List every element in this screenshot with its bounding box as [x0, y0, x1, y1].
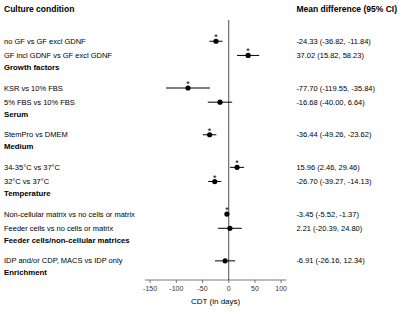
mean-point	[227, 226, 232, 231]
tick-label: 100	[275, 285, 287, 292]
row-label: StemPro vs DMEM	[4, 130, 68, 139]
tick-mark	[254, 280, 255, 283]
column-title: Culture condition	[4, 4, 74, 14]
ci-text: -77.70 (-119.55, -35.84)	[296, 84, 375, 93]
ci-text: -26.70 (-39.27, -14.13)	[296, 177, 372, 186]
tick-label: -100	[169, 285, 183, 292]
ci-text: -16.68 (-40.00, 6.64)	[296, 98, 365, 107]
row-label: 34-35°C vs 37°C	[4, 163, 61, 172]
significance-marker: *	[246, 46, 250, 56]
mean-point	[217, 100, 222, 105]
tick-mark	[176, 280, 177, 283]
significance-marker: *	[225, 205, 229, 215]
significance-marker: *	[213, 173, 217, 183]
row-label: 32°C vs 37°C	[4, 177, 50, 186]
axis-label: CDT (in days)	[191, 297, 241, 306]
significance-marker: *	[208, 126, 212, 136]
section-header: Medium	[4, 142, 34, 151]
x-axis: -150 -100 -50 0 50 100	[143, 280, 287, 292]
reference-line	[228, 20, 229, 280]
tick-mark	[281, 280, 282, 283]
mean-point	[223, 258, 228, 263]
forest-plot: Culture condition Mean difference (95% CI…	[0, 0, 401, 316]
tick-label: 50	[251, 285, 259, 292]
significance-marker: *	[235, 158, 239, 168]
row-label: GF incl GDNF vs GF excl GDNF	[4, 51, 112, 60]
row-label: KSR vs 10% FBS	[4, 84, 63, 93]
row-label: no GF vs GF excl GDNF	[4, 37, 86, 46]
tick-mark	[150, 280, 151, 283]
tick-mark	[228, 280, 229, 283]
tick-label: -50	[197, 285, 207, 292]
section-header: Feeder cells/non-cellular matrices	[4, 236, 130, 245]
row-label: 5% FBS vs 10% FBS	[4, 98, 75, 107]
tick-mark	[202, 280, 203, 283]
ci-text: -6.91 (-26.16, 12.34)	[296, 256, 365, 265]
section-header: Enrichment	[4, 268, 47, 277]
row-label: Feeder cells vs no cells or matrix	[4, 224, 113, 233]
row-label: Non-cellular matrix vs no cells or matri…	[4, 210, 135, 219]
section-header: Growth factors	[4, 63, 60, 72]
row-label: IDP and/or CDP, MACS vs IDP only	[4, 256, 123, 265]
plot-area	[166, 20, 259, 280]
axis-line	[145, 280, 287, 281]
ci-text: -3.45 (-5.52, -1.37)	[296, 210, 359, 219]
tick-label: -150	[143, 285, 157, 292]
section-header: Temperature	[4, 189, 51, 198]
significance-marker: *	[214, 32, 218, 42]
ci-text: 15.96 (2.46, 29.46)	[296, 163, 360, 172]
section-header: Serum	[4, 110, 28, 119]
column-title: Mean difference (95% CI)	[296, 4, 397, 14]
ci-text: -36.44 (-49.26, -23.62)	[296, 130, 372, 139]
tick-label: 0	[227, 285, 231, 292]
ci-text: 37.02 (15.82, 58.23)	[296, 51, 364, 60]
ci-text: -24.33 (-36.82, -11.84)	[296, 37, 371, 46]
significance-marker: *	[186, 79, 190, 89]
ci-text: 2.21 (-20.39, 24.80)	[296, 224, 362, 233]
